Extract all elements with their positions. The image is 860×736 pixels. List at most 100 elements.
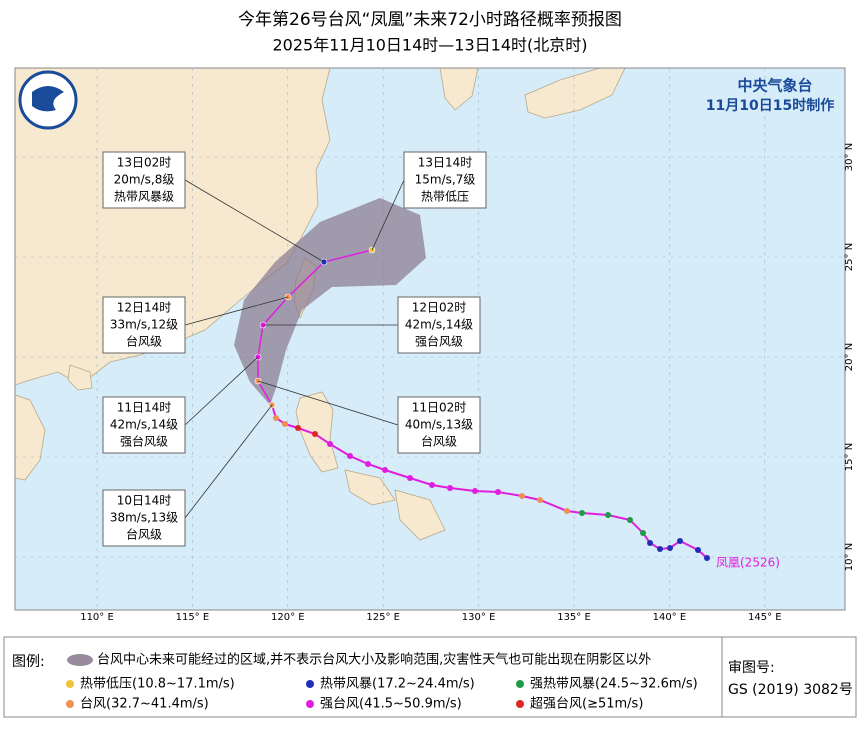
legend-swatch (306, 680, 314, 688)
map-frame (14, 67, 846, 611)
callout-box (397, 396, 481, 454)
callout-time: 11日02时 (412, 401, 467, 415)
callout-wind: 20m/s,8级 (114, 173, 175, 187)
legend-label: 台风(32.7~41.4m/s) (80, 697, 209, 712)
track-point (564, 508, 570, 514)
callout-leader (184, 179, 325, 263)
track-point (537, 497, 543, 503)
callout-leader (257, 380, 399, 426)
lon-label: 120° E (271, 612, 305, 623)
track-point (519, 493, 525, 499)
track-point (627, 517, 633, 523)
legend-label: 热带风暴(17.2~24.4m/s) (320, 677, 475, 692)
lon-label: 125° E (366, 612, 400, 623)
track-point (382, 467, 388, 473)
track-point (429, 482, 435, 488)
callout-box (403, 151, 487, 209)
track-point (273, 415, 279, 421)
legend-title: 图例: (12, 654, 45, 670)
callout-time: 12日02时 (412, 301, 467, 315)
callout-wind: 40m/s,13级 (405, 418, 473, 432)
callout-class: 台风级 (126, 527, 162, 542)
callout-wind: 42m/s,14级 (110, 418, 178, 432)
lat-label: 20° N (844, 343, 855, 371)
lat-label: 10° N (844, 543, 855, 571)
lon-label: 130° E (462, 612, 496, 623)
callout-wind: 42m/s,14级 (405, 318, 473, 332)
track-point (640, 530, 646, 536)
callout-box (102, 396, 186, 454)
issue-time: 11月10日15时制作 (706, 97, 834, 114)
track-point (677, 538, 683, 544)
track-point (472, 488, 478, 494)
lon-label: 140° E (653, 612, 687, 623)
legend-label: 超强台风(≥51m/s) (530, 697, 643, 712)
track-point (657, 546, 663, 552)
legend-swatch (66, 700, 74, 708)
lon-label: 135° E (557, 612, 591, 623)
callout-class: 热带低压 (421, 190, 469, 204)
legend-label: 强热带风暴(24.5~32.6m/s) (530, 677, 698, 692)
callout-class: 强台风级 (120, 434, 168, 449)
lon-label: 110° E (80, 612, 114, 623)
legend-swatch (306, 700, 314, 708)
logo (18, 70, 78, 130)
track-point (605, 512, 611, 518)
legend-swatch (66, 680, 74, 688)
agency-name: 中央气象台 (737, 77, 812, 95)
lat-label: 25° N (844, 243, 855, 271)
approval-code: GS (2019) 3082号 (728, 682, 853, 698)
callout-wind: 33m/s,12级 (110, 318, 178, 332)
callout-leader (371, 179, 405, 251)
callout-time: 13日02时 (117, 156, 172, 170)
approval-title: 审图号: (728, 660, 775, 676)
track-point (312, 431, 318, 437)
callout-wind: 38m/s,13级 (110, 511, 178, 525)
track-point (365, 461, 371, 467)
track-point (695, 547, 701, 553)
callout-time: 12日14时 (117, 301, 172, 315)
callout-class: 强台风级 (415, 334, 463, 349)
callout-wind: 15m/s,7级 (415, 173, 476, 187)
subtitle: 2025年11月10日14时—13日14时(北京时) (272, 36, 587, 55)
callout-time: 11日14时 (117, 401, 172, 415)
legend-swatch (516, 680, 524, 688)
track-point (495, 489, 501, 495)
callout-leader (184, 296, 289, 326)
callout-box (102, 296, 186, 354)
track-point (295, 425, 301, 431)
storm-label: 凤凰(2526) (716, 556, 780, 570)
legend-box (3, 636, 857, 718)
track-point (327, 441, 333, 447)
lat-label: 30° N (844, 143, 855, 171)
legend-label: 热带低压(10.8~17.1m/s) (80, 677, 235, 692)
callout-leader (184, 404, 273, 519)
legend-cone-text: 台风中心未来可能经过的区域,并不表示台风大小及影响范围,灾害性天气也可能出现在阴… (97, 652, 651, 668)
callout-class: 热带风暴级 (114, 190, 174, 204)
lon-label: 115° E (176, 612, 210, 623)
track-point (447, 485, 453, 491)
callout-class: 台风级 (126, 334, 162, 349)
track-point (647, 540, 653, 546)
callout-box (102, 489, 186, 547)
legend-label: 强台风(41.5~50.9m/s) (320, 697, 462, 712)
callout-time: 13日14时 (418, 156, 473, 170)
track-point (704, 555, 710, 561)
callout-box (102, 151, 186, 209)
track-point (579, 510, 585, 516)
title: 今年第26号台风“凤凰”未来72小时路径概率预报图 (238, 10, 622, 30)
track-point (282, 421, 288, 427)
probability-cone (234, 198, 426, 405)
legend-cone-swatch (67, 654, 93, 666)
track-point (347, 453, 353, 459)
legend-swatch (516, 700, 524, 708)
callout-leader (184, 356, 259, 426)
callout-class: 台风级 (421, 434, 457, 449)
track-point (667, 545, 673, 551)
callout-time: 10日14时 (117, 494, 172, 508)
track-point (407, 475, 413, 481)
lon-label: 145° E (748, 612, 782, 623)
lat-label: 15° N (844, 443, 855, 471)
callout-box (397, 296, 481, 354)
